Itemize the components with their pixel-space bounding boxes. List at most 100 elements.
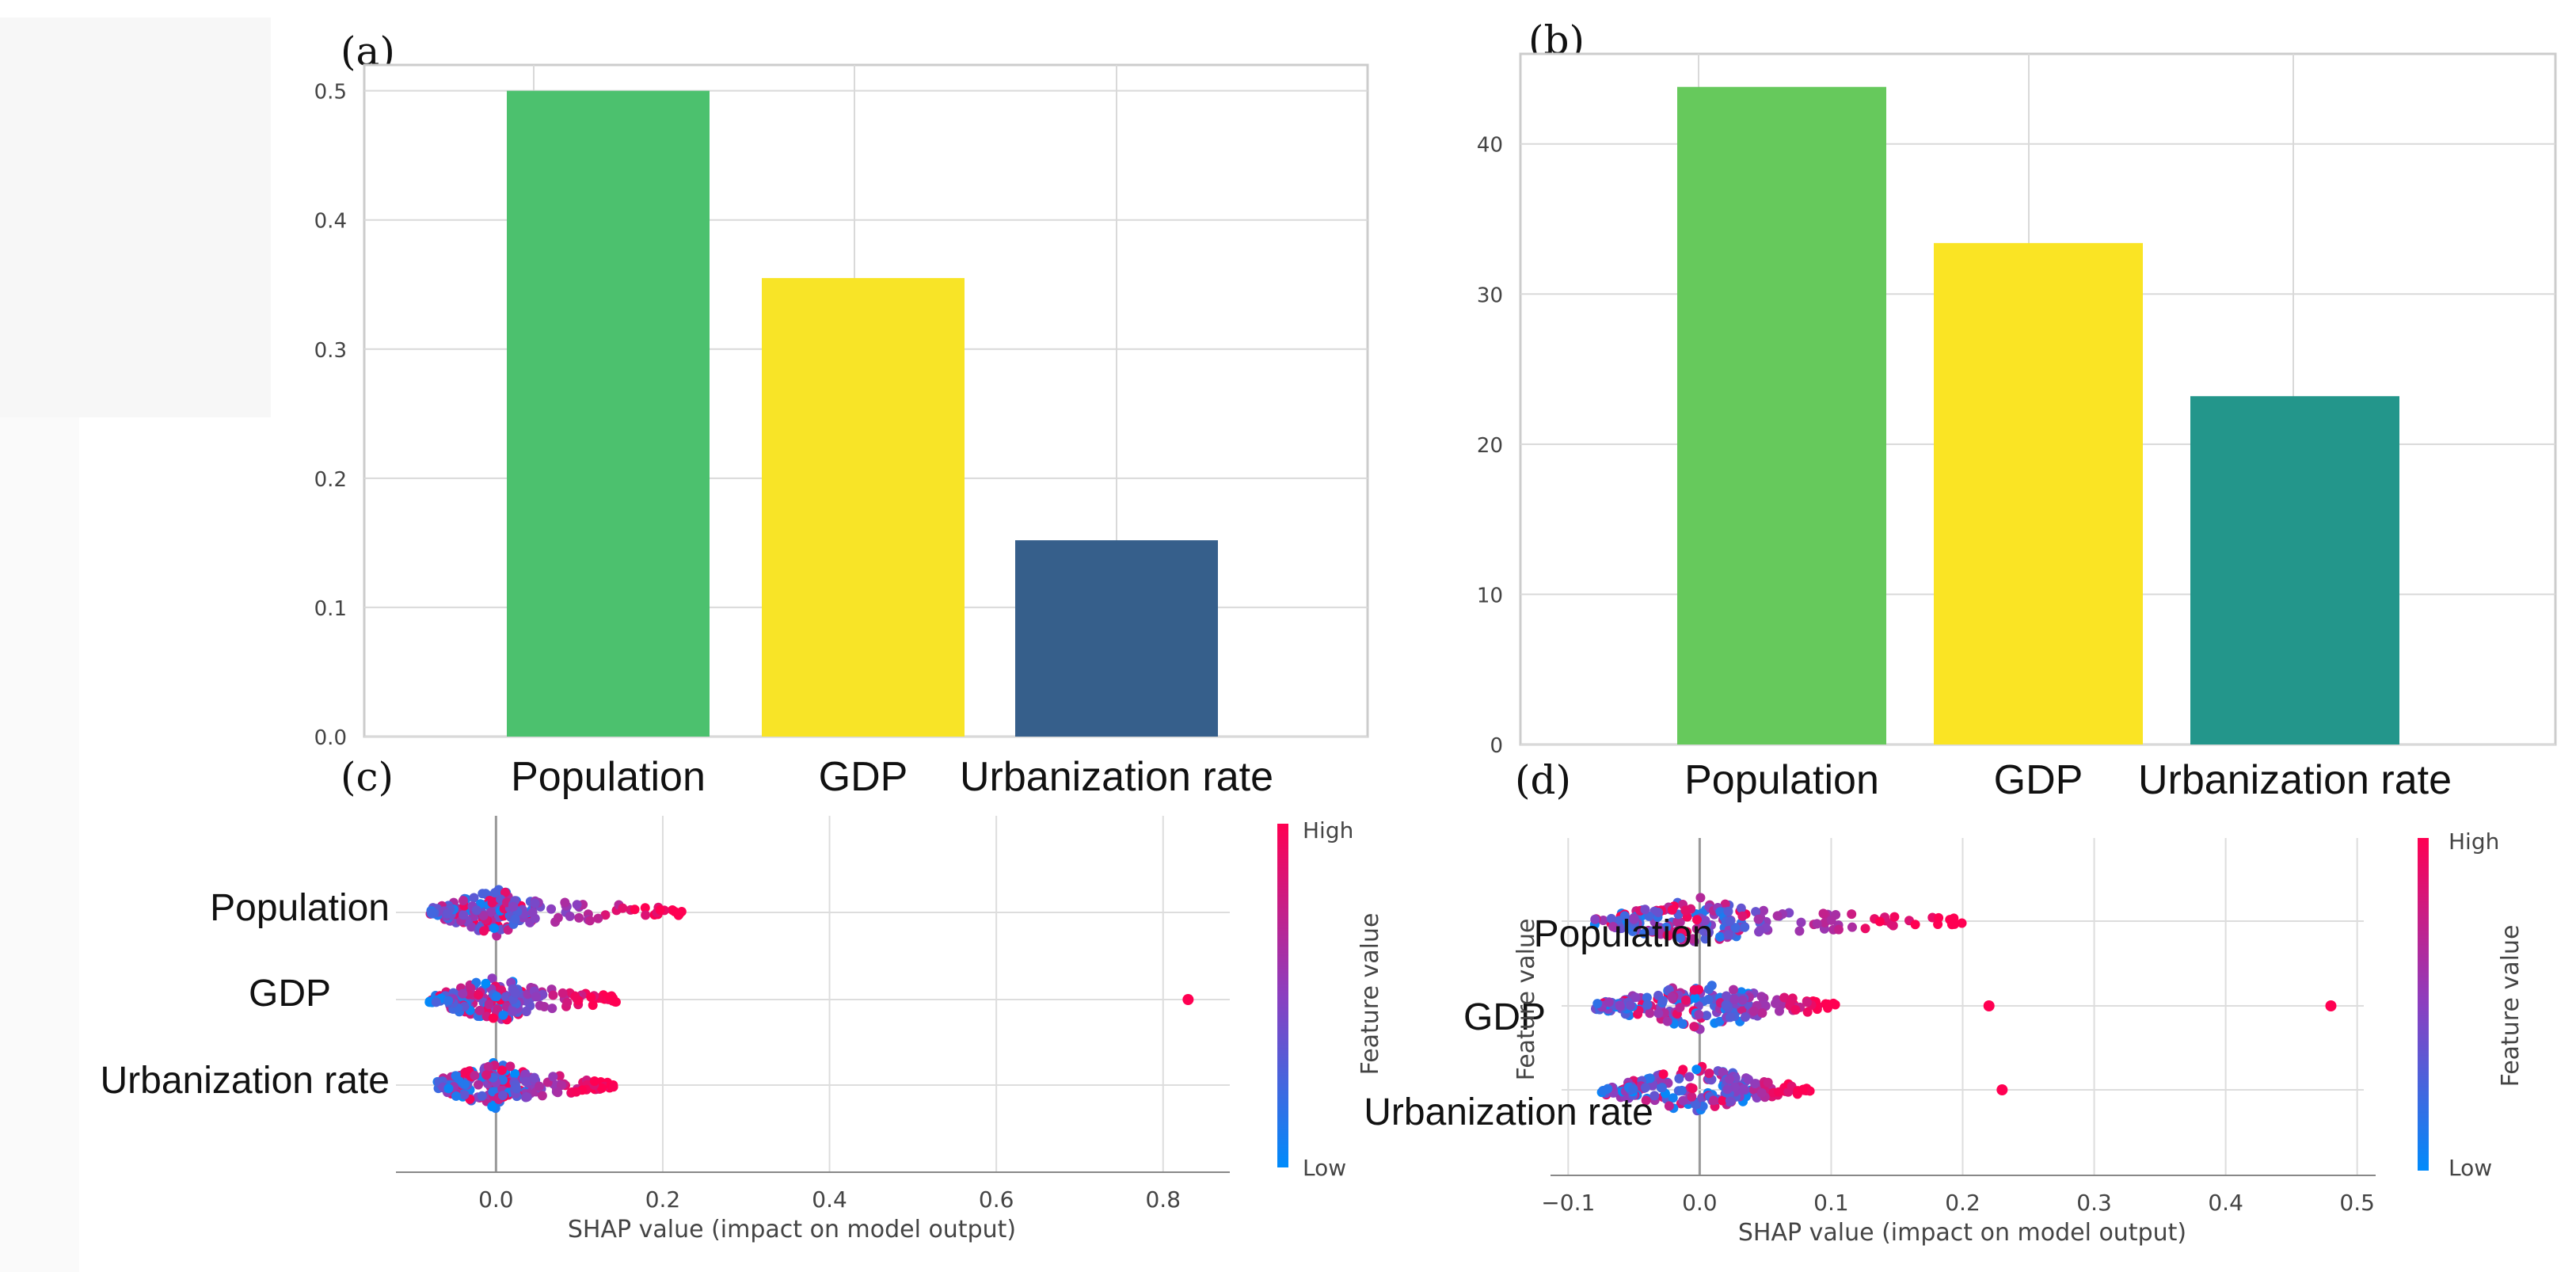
shap-point [571, 1087, 581, 1097]
shap-point [641, 910, 651, 920]
shap-point [527, 908, 538, 918]
shap-point [1704, 927, 1714, 937]
category-label: GDP [819, 754, 908, 800]
shap-point [1691, 924, 1702, 934]
shap-point [608, 1082, 618, 1092]
shap-point [1957, 918, 1967, 928]
y-tick-label: 20 [1477, 434, 1503, 458]
shap-point [481, 978, 491, 988]
shap-point [459, 1090, 470, 1100]
shap-point [1603, 1083, 1613, 1094]
shap-point [618, 903, 628, 913]
y-tick-label: 0.3 [314, 339, 347, 363]
category-label: Population [511, 754, 706, 800]
shap-point [1888, 920, 1898, 931]
shap-point [474, 1005, 485, 1015]
shap-point [512, 1083, 522, 1094]
shap-point [1934, 912, 1944, 923]
colorbar-d [2418, 838, 2429, 1171]
colorbar-c [1277, 824, 1288, 1167]
panel-label-d: (d) [1515, 757, 1571, 803]
shap-point [497, 1065, 507, 1076]
shap-point [1757, 1007, 1767, 1018]
shap-point [520, 1069, 531, 1080]
shap-point [1737, 911, 1748, 921]
shap-point [521, 1006, 531, 1016]
shap-point [600, 910, 611, 920]
shap-point [1949, 913, 1959, 924]
shap-point [510, 988, 520, 998]
shap-point [487, 897, 497, 908]
feature-label: Urbanization rate [100, 1060, 390, 1102]
category-label: Population [1684, 757, 1879, 803]
shap-point [1668, 1093, 1678, 1103]
shap-point [481, 1070, 492, 1080]
shap-point [1678, 1064, 1688, 1075]
y-tick-label: 0.5 [314, 81, 347, 105]
category-label: GDP [1994, 757, 2083, 803]
shap-point [471, 905, 481, 916]
shap-point [1672, 916, 1683, 927]
shap-point [1689, 984, 1699, 995]
shap-point [1771, 998, 1781, 1008]
shap-point [451, 1091, 461, 1101]
shap-point [487, 973, 497, 984]
shap-point [1794, 926, 1805, 936]
x-tick-label: −0.1 [1541, 1190, 1595, 1216]
shap-point [521, 1076, 531, 1087]
shap-point [1751, 907, 1761, 917]
shap-point [1847, 909, 1857, 920]
shap-point [1726, 1096, 1736, 1106]
shap-point [1640, 1083, 1650, 1093]
shap-point [611, 997, 621, 1007]
shap-point [1753, 914, 1764, 924]
shap-point [1798, 1084, 1809, 1095]
shap-point [1691, 1064, 1702, 1075]
shap-point [565, 911, 575, 921]
shap-point [537, 1091, 547, 1101]
shap-point [630, 904, 640, 915]
scan-artifact [0, 17, 271, 417]
y-axis-title-d: Feature value [1512, 919, 1540, 1081]
shap-point [535, 1081, 545, 1091]
shap-point [604, 992, 615, 1002]
shap-point [469, 893, 479, 903]
shap-point [557, 988, 568, 998]
shap-point [1738, 1083, 1748, 1094]
colorbar-title-d: Feature value [2497, 925, 2525, 1087]
shap-point [570, 991, 580, 1001]
shap-point [1833, 924, 1844, 935]
shap-point [498, 1091, 508, 1101]
shap-point [1774, 1087, 1784, 1097]
shap-point [553, 1087, 563, 1098]
shap-point [1796, 917, 1806, 927]
shap-point [492, 992, 502, 1002]
shap-point [1641, 1095, 1651, 1106]
shap-point [1703, 994, 1714, 1004]
shap-point [487, 1102, 497, 1112]
shap-point [1737, 995, 1748, 1005]
shap-point [1740, 922, 1750, 932]
y-tick-label: 10 [1477, 584, 1503, 607]
shap-point [458, 988, 468, 999]
shap-point [479, 926, 489, 936]
shap-point [1645, 1073, 1655, 1083]
shap-point [1680, 905, 1691, 916]
shap-point [1723, 930, 1733, 940]
shap-point [510, 914, 520, 924]
shap-point [1645, 1008, 1655, 1019]
shap-point [1676, 1085, 1687, 1095]
shap-point [557, 1080, 567, 1091]
bar-gdp [1934, 242, 2143, 745]
shap-point [488, 1013, 498, 1023]
feature-label: GDP [1463, 996, 1546, 1038]
shap-point [1715, 931, 1726, 942]
shap-point [1847, 922, 1857, 932]
shap-point [1802, 1007, 1813, 1017]
shap-point [548, 990, 558, 1000]
shap-point [1590, 914, 1600, 924]
shap-point [1640, 904, 1650, 915]
shap-point [460, 1079, 470, 1089]
shap-point [431, 997, 441, 1007]
